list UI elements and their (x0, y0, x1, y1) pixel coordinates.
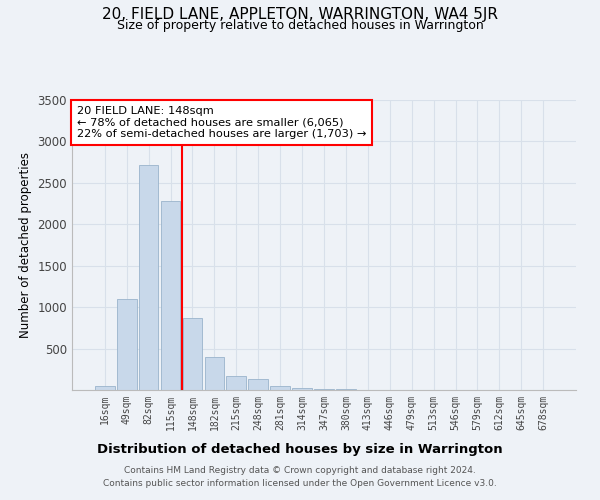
Text: 20, FIELD LANE, APPLETON, WARRINGTON, WA4 5JR: 20, FIELD LANE, APPLETON, WARRINGTON, WA… (102, 8, 498, 22)
Bar (226, 376, 246, 390)
Bar (336, 389, 356, 390)
Text: Distribution of detached houses by size in Warrington: Distribution of detached houses by size … (97, 442, 503, 456)
Bar (205, 357, 224, 390)
Bar (95, 386, 115, 390)
Bar (182, 318, 202, 390)
Bar (161, 201, 181, 390)
Bar (117, 299, 137, 390)
Bar (292, 388, 312, 390)
Bar (314, 389, 334, 390)
Bar (248, 379, 268, 390)
Text: Contains HM Land Registry data © Crown copyright and database right 2024.
Contai: Contains HM Land Registry data © Crown c… (103, 466, 497, 487)
Bar (139, 164, 158, 390)
Text: Size of property relative to detached houses in Warrington: Size of property relative to detached ho… (116, 19, 484, 32)
Y-axis label: Number of detached properties: Number of detached properties (19, 152, 32, 338)
Text: 20 FIELD LANE: 148sqm
← 78% of detached houses are smaller (6,065)
22% of semi-d: 20 FIELD LANE: 148sqm ← 78% of detached … (77, 106, 367, 139)
Bar (270, 386, 290, 390)
